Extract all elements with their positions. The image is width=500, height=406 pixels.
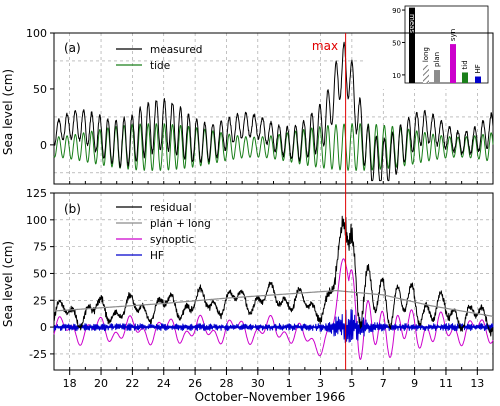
inset-bar-label: HF xyxy=(474,64,482,73)
x-tick-label: 1 xyxy=(286,377,293,390)
x-tick-label: 20 xyxy=(94,377,108,390)
residual-line xyxy=(53,215,494,337)
panel-a-ylabel: Sea level (cm) xyxy=(1,69,15,155)
event-label: max xyxy=(312,39,338,53)
tide-line xyxy=(53,123,494,171)
x-tick-label: 18 xyxy=(63,377,77,390)
legend-entry: HF xyxy=(150,250,164,262)
panel-b-label: (b) xyxy=(64,202,81,216)
x-tick-label: 13 xyxy=(470,377,484,390)
x-tick-label: 3 xyxy=(317,377,324,390)
x-axis-label: October–November 1966 xyxy=(195,390,346,404)
inset-bar-chart: 10 50 90 meas long plan syn tid HF xyxy=(365,0,494,89)
svg-text:Sea level (cm): Sea level (cm) xyxy=(1,69,15,155)
legend-entry: residual xyxy=(150,202,192,214)
panel-b-legend: residual plan + long synoptic HF xyxy=(116,202,211,262)
x-tick-label: 5 xyxy=(348,377,355,390)
x-tick-label: 26 xyxy=(188,377,202,390)
hf-line xyxy=(53,309,494,344)
y-tick-label: 0 xyxy=(40,139,47,152)
inset-bar xyxy=(409,7,415,83)
inset-bar-label: tid xyxy=(461,60,469,69)
legend-entry: tide xyxy=(150,60,170,72)
inset-bar xyxy=(423,65,429,83)
inset-y-tick-label: 50 xyxy=(392,39,401,47)
legend-entry: plan + long xyxy=(150,218,211,230)
inset-bar-label: syn xyxy=(449,29,457,41)
inset-bar xyxy=(462,72,468,83)
inset-bar xyxy=(434,70,440,83)
x-tick-label: 22 xyxy=(125,377,139,390)
measured-line xyxy=(53,41,494,182)
inset-bar-label: meas xyxy=(408,14,416,33)
x-tick-label: 7 xyxy=(380,377,387,390)
x-tick-label: 11 xyxy=(439,377,453,390)
y-tick-label: 0 xyxy=(40,321,47,334)
inset-bar-label: plan xyxy=(433,52,441,67)
inset-bar xyxy=(450,44,456,83)
panel-b-ylabel: Sea level (cm) xyxy=(1,241,15,327)
y-tick-label: 100 xyxy=(26,27,47,40)
inset-bar-label: long xyxy=(422,47,430,62)
panel-a-label: (a) xyxy=(64,41,81,55)
x-tick-label: 28 xyxy=(219,377,233,390)
plan-long-line xyxy=(53,290,494,317)
y-tick-label: 50 xyxy=(33,267,47,280)
inset-frame xyxy=(404,5,489,84)
svg-text:Sea level (cm): Sea level (cm) xyxy=(1,241,15,327)
y-tick-label: -25 xyxy=(29,348,47,361)
y-tick-label: 100 xyxy=(26,214,47,227)
synoptic-line xyxy=(53,258,494,360)
legend-entry: measured xyxy=(150,44,202,56)
y-tick-label: 25 xyxy=(33,294,47,307)
inset-y-tick-label: 90 xyxy=(392,7,401,15)
inset-bar xyxy=(475,76,481,83)
y-tick-label: 125 xyxy=(26,187,47,200)
x-axis-ticks: 18 20 22 24 26 28 30 1 3 5 7 9 11 13 xyxy=(63,370,484,390)
inset-background xyxy=(365,0,494,89)
x-tick-label: 9 xyxy=(411,377,418,390)
inset-y-tick-label: 10 xyxy=(392,72,401,80)
x-tick-label: 24 xyxy=(157,377,171,390)
panel-a-legend: measured tide xyxy=(116,44,202,72)
legend-entry: synoptic xyxy=(150,234,194,246)
panel-b: (b) Sea level (cm) residual plan + long sy… xyxy=(1,192,493,370)
y-tick-label: 50 xyxy=(33,83,47,96)
x-tick-label: 30 xyxy=(251,377,265,390)
y-tick-label: 75 xyxy=(33,241,47,254)
